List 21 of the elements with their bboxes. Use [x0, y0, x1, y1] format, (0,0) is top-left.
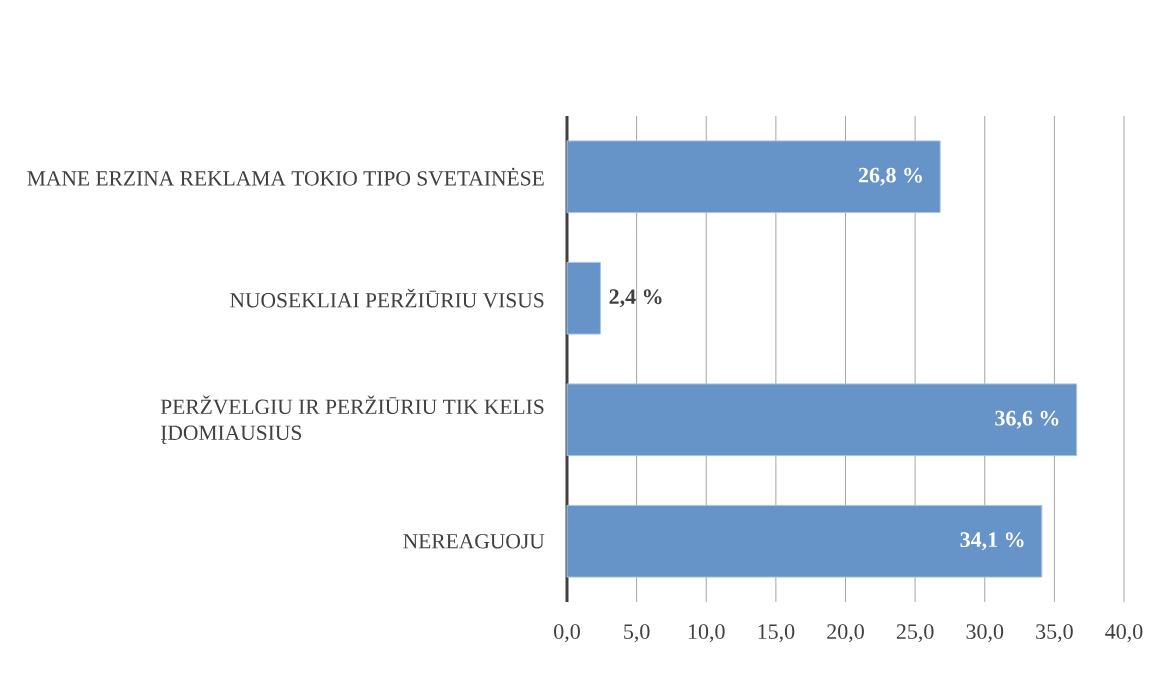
y-tick-label: NUOSEKLIAI PERŽIŪRIU VISUS: [230, 288, 544, 308]
x-tick-label: 0,0: [554, 624, 580, 643]
bar: [566, 504, 1043, 578]
x-tick-label: 15,0: [758, 624, 795, 643]
data-label: 2,4 %: [609, 289, 662, 308]
x-tick-label: 25,0: [896, 624, 934, 643]
x-tick-label: 40,0: [1105, 624, 1143, 643]
x-tick-label: 5,0: [624, 624, 650, 643]
x-tick-label: 10,0: [688, 624, 725, 643]
bar: [566, 383, 1078, 457]
x-tick-label: 20,0: [827, 624, 864, 643]
data-label: 36,6 %: [995, 410, 1059, 429]
data-label: 26,8 %: [858, 167, 922, 186]
bar: [566, 140, 941, 214]
x-tick-label: 30,0: [966, 624, 1004, 643]
y-tick-label: PERŽVELGIU IR PERŽIŪRIU TIK KELIS ĮDOMIAUSIUS: [160, 395, 544, 445]
x-tick-label: 35,0: [1036, 624, 1073, 643]
data-label: 34,1 %: [960, 532, 1024, 551]
bar: [566, 261, 601, 335]
y-tick-label: NEREAGUOJU: [403, 534, 545, 549]
y-tick-label: MANE ERZINA REKLAMA TOKIO TIPO SVETAINĖSE: [27, 167, 544, 186]
